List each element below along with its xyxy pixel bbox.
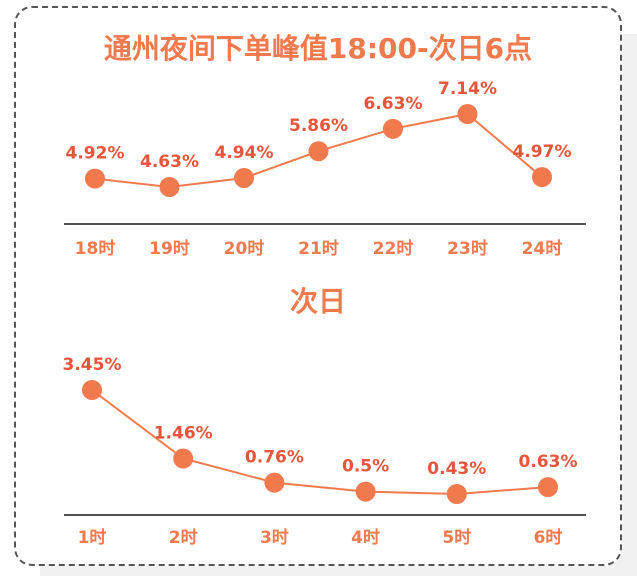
data-point-next-day-4	[355, 481, 376, 502]
data-label-evening-2: 4.63%	[140, 152, 199, 172]
x-tick-label-next-day-4: 4时	[351, 528, 380, 548]
data-point-evening-1	[85, 168, 105, 189]
x-tick-label-evening-3: 20时	[224, 239, 265, 259]
data-label-next-day-2: 1.46%	[154, 424, 213, 444]
data-point-evening-4	[308, 141, 329, 162]
data-point-next-day-5	[446, 484, 467, 504]
data-label-evening-7: 4.97%	[513, 142, 572, 162]
data-point-evening-6	[457, 104, 478, 124]
data-label-next-day-1: 3.45%	[63, 355, 122, 375]
data-point-next-day-2	[173, 448, 194, 469]
data-label-next-day-6: 0.63%	[519, 452, 578, 472]
data-point-evening-3	[234, 167, 254, 188]
x-tick-label-evening-5: 22时	[373, 239, 414, 259]
data-point-next-day-1	[82, 380, 102, 400]
series-line-next-day	[91, 389, 549, 496]
data-label-evening-3: 4.94%	[215, 143, 274, 163]
data-label-next-day-4: 0.5%	[342, 457, 389, 477]
x-tick-label-next-day-6: 6时	[534, 528, 563, 548]
data-label-next-day-3: 0.76%	[245, 448, 304, 468]
chart-title-next-day: 次日	[290, 285, 346, 318]
chart-title-evening: 通州夜间下单峰值18:00-次日6点	[104, 32, 532, 65]
data-point-next-day-3	[264, 472, 285, 493]
chart-card	[14, 6, 622, 566]
x-tick-label-evening-7: 24时	[522, 239, 563, 259]
data-point-evening-2	[159, 177, 180, 197]
data-point-evening-5	[383, 118, 403, 139]
x-tick-label-evening-1: 18时	[75, 239, 116, 259]
data-point-evening-7	[532, 167, 552, 188]
data-label-evening-6: 7.14%	[438, 79, 497, 99]
x-tick-label-next-day-2: 2时	[169, 528, 198, 548]
data-label-evening-1: 4.92%	[66, 144, 125, 164]
data-label-evening-5: 6.63%	[364, 94, 423, 114]
x-tick-label-next-day-5: 5时	[442, 528, 471, 548]
x-tick-label-evening-4: 21时	[298, 239, 339, 259]
data-point-next-day-6	[538, 477, 558, 498]
x-tick-label-next-day-3: 3时	[260, 528, 289, 548]
data-label-next-day-5: 0.43%	[427, 459, 486, 479]
x-tick-label-evening-2: 19时	[149, 239, 190, 259]
x-tick-label-next-day-1: 1时	[78, 528, 107, 548]
data-label-evening-4: 5.86%	[289, 116, 348, 136]
x-tick-label-evening-6: 23时	[447, 239, 488, 259]
